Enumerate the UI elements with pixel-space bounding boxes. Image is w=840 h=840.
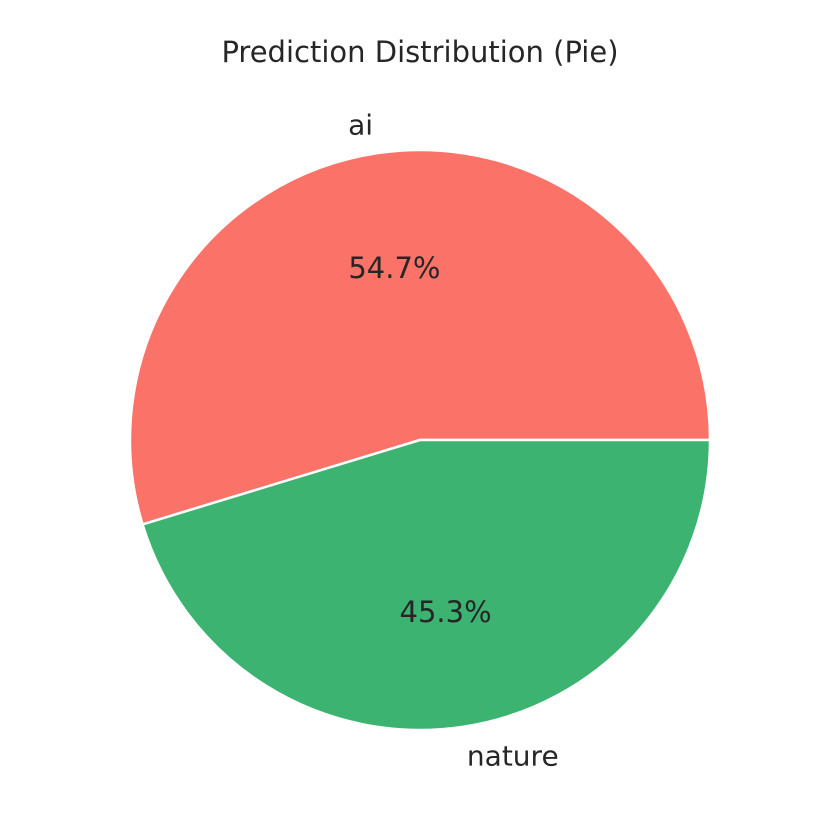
pie-slice-nature — [141, 438, 712, 732]
slice-label-nature: nature — [467, 740, 559, 773]
chart-title: Prediction Distribution (Pie) — [221, 35, 618, 69]
slice-percent-nature: 45.3% — [400, 595, 492, 629]
pie-slices — [128, 148, 712, 732]
pie-slice-ai — [128, 148, 712, 526]
slice-percent-ai: 54.7% — [348, 251, 440, 285]
pie-labels: ai 54.7% nature 45.3% — [348, 108, 559, 772]
slice-label-ai: ai — [348, 108, 373, 141]
